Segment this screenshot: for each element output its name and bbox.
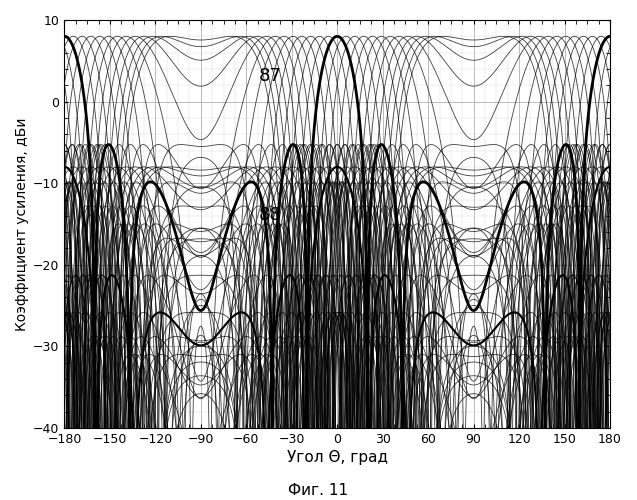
Y-axis label: Коэффициент усиления, дБи: Коэффициент усиления, дБи <box>15 117 29 330</box>
Text: Фиг. 11: Фиг. 11 <box>289 483 348 498</box>
Text: 88: 88 <box>259 206 281 224</box>
Text: 87: 87 <box>259 67 282 85</box>
X-axis label: Угол Θ, град: Угол Θ, град <box>287 450 388 465</box>
